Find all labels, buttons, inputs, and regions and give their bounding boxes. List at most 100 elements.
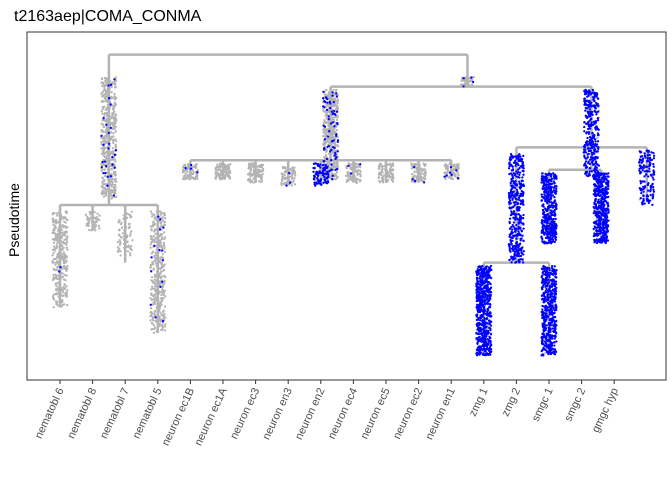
cell-point <box>542 216 545 219</box>
cell-point <box>149 246 152 249</box>
cell-point <box>359 163 362 166</box>
cell-point <box>102 186 105 189</box>
cell-point <box>191 169 194 172</box>
cell-point <box>60 228 63 231</box>
cell-point <box>97 224 101 228</box>
cell-point <box>156 272 160 275</box>
cell-point <box>156 276 159 279</box>
cell-point <box>481 331 484 334</box>
cell-point <box>113 92 116 96</box>
cell-point <box>453 171 456 175</box>
cell-point <box>162 283 166 286</box>
cell-point <box>483 332 487 335</box>
cell-point <box>514 159 517 162</box>
cell-point <box>596 150 599 153</box>
cell-point <box>196 169 199 172</box>
cell-point <box>509 239 512 242</box>
cell-point <box>593 158 597 161</box>
cell-point <box>322 135 325 138</box>
cell-point <box>485 344 489 347</box>
cell-point <box>549 330 552 333</box>
cell-point <box>56 214 59 217</box>
cell-point <box>336 135 339 139</box>
cell-point <box>508 217 512 220</box>
cell-point <box>350 176 353 179</box>
cell-point <box>106 87 109 90</box>
cell-point <box>515 223 518 227</box>
cell-point <box>105 95 109 98</box>
cell-point <box>519 183 522 187</box>
cell-point <box>255 171 258 175</box>
cell-point <box>543 281 546 284</box>
cell-point <box>335 92 338 95</box>
cell-point <box>549 318 552 322</box>
cell-point <box>358 172 361 176</box>
cell-point <box>152 297 155 301</box>
cell-point <box>336 114 339 117</box>
cell-point <box>184 172 187 175</box>
cell-point <box>332 118 335 122</box>
cell-point <box>515 170 518 173</box>
cell-point <box>546 316 549 319</box>
cell-point <box>555 306 558 309</box>
cell-point <box>153 289 157 292</box>
cell-point <box>150 328 153 331</box>
cell-point <box>102 125 105 129</box>
cell-point <box>108 178 111 182</box>
cell-point <box>482 343 485 347</box>
cell-point <box>584 89 587 93</box>
cell-point <box>63 238 66 241</box>
cell-point <box>161 326 164 330</box>
cell-point <box>161 259 165 262</box>
cell-point <box>546 333 550 336</box>
cell-point <box>543 221 546 224</box>
cell-point <box>486 286 489 289</box>
cell-point <box>149 319 152 322</box>
cell-point <box>510 261 513 264</box>
cell-point <box>511 228 514 231</box>
cell-point <box>101 91 104 94</box>
cell-point <box>51 238 54 241</box>
cell-point <box>593 149 596 153</box>
cell-point <box>509 243 513 246</box>
cell-point <box>90 229 93 232</box>
cell-point <box>57 221 60 224</box>
cell-point <box>196 171 199 174</box>
cell-point <box>551 211 554 214</box>
cell-point <box>420 178 423 182</box>
cell-point <box>544 341 548 345</box>
cell-point <box>477 326 480 330</box>
cell-point <box>102 146 105 149</box>
cell-point <box>156 286 159 289</box>
cell-point <box>554 230 557 233</box>
cell-point <box>159 285 162 288</box>
cell-point <box>59 298 63 302</box>
cell-point <box>187 163 190 166</box>
cell-point <box>552 273 555 277</box>
cell-point <box>551 313 554 317</box>
cell-point <box>588 99 591 103</box>
cell-point <box>478 305 482 308</box>
cell-point <box>107 164 110 167</box>
cell-point <box>391 162 395 165</box>
cell-point <box>514 245 517 248</box>
cell-point <box>484 292 487 295</box>
cell-point <box>324 155 327 159</box>
cell-point <box>553 196 556 199</box>
cell-point <box>518 171 522 174</box>
cell-point <box>112 110 116 113</box>
cell-point <box>312 162 316 165</box>
cell-point <box>488 305 491 309</box>
cell-point <box>96 212 99 215</box>
cell-point <box>356 173 359 176</box>
cell-point <box>483 324 486 328</box>
cell-point <box>446 165 450 168</box>
cell-point <box>252 177 255 181</box>
cell-point <box>112 113 116 116</box>
cell-point <box>488 319 491 322</box>
cell-point <box>541 308 544 311</box>
cell-point <box>597 105 600 108</box>
cell-point <box>519 202 522 206</box>
cell-point <box>481 295 485 299</box>
cell-point <box>541 332 544 336</box>
